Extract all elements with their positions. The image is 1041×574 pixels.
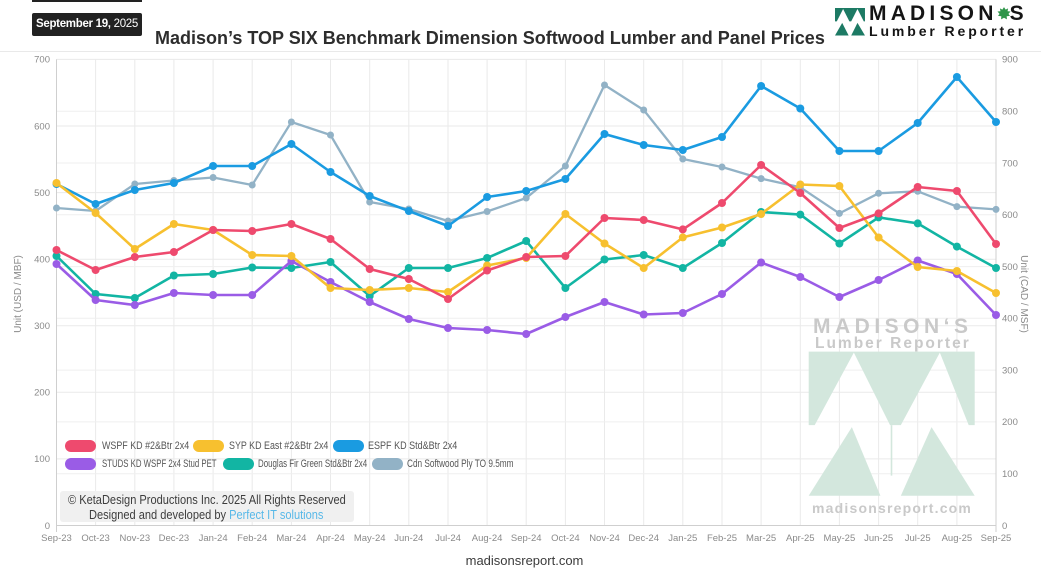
svg-text:Mar-24: Mar-24	[276, 533, 306, 544]
svg-text:Feb-24: Feb-24	[237, 533, 267, 544]
svg-text:Feb-25: Feb-25	[707, 533, 737, 544]
svg-text:700: 700	[1002, 158, 1018, 169]
svg-text:Jul-24: Jul-24	[435, 533, 461, 544]
svg-text:Apr-24: Apr-24	[316, 533, 345, 544]
svg-text:Oct-24: Oct-24	[551, 533, 580, 544]
svg-text:0: 0	[1002, 521, 1007, 532]
svg-text:Jun-25: Jun-25	[864, 533, 893, 544]
svg-text:Aug-24: Aug-24	[472, 533, 503, 544]
svg-text:300: 300	[34, 321, 50, 332]
svg-text:400: 400	[34, 255, 50, 266]
svg-text:Nov-24: Nov-24	[589, 533, 620, 544]
svg-text:400: 400	[1002, 314, 1018, 325]
svg-text:Mar-25: Mar-25	[746, 533, 776, 544]
svg-text:100: 100	[1002, 469, 1018, 480]
svg-text:madisonsreport.com: madisonsreport.com	[812, 500, 972, 516]
svg-text:Jul-25: Jul-25	[905, 533, 931, 544]
svg-text:Unit (CAD / MSF): Unit (CAD / MSF)	[1018, 255, 1029, 333]
svg-text:500: 500	[1002, 262, 1018, 273]
svg-text:Jun-24: Jun-24	[394, 533, 423, 544]
svg-text:Nov-23: Nov-23	[119, 533, 150, 544]
svg-text:Sep-24: Sep-24	[511, 533, 542, 544]
svg-text:Jan-24: Jan-24	[199, 533, 228, 544]
svg-text:0: 0	[45, 521, 50, 532]
svg-text:Aug-25: Aug-25	[942, 533, 973, 544]
svg-text:Lumber Reporter: Lumber Reporter	[815, 335, 971, 352]
svg-text:Dec-23: Dec-23	[159, 533, 190, 544]
svg-text:Jan-25: Jan-25	[668, 533, 697, 544]
svg-text:May-24: May-24	[354, 533, 386, 544]
svg-text:300: 300	[1002, 365, 1018, 376]
svg-text:600: 600	[1002, 210, 1018, 221]
svg-text:600: 600	[34, 121, 50, 132]
svg-text:Sep-25: Sep-25	[981, 533, 1012, 544]
svg-text:MADISON‘S: MADISON‘S	[813, 315, 973, 338]
svg-text:Sep-23: Sep-23	[41, 533, 72, 544]
svg-text:Apr-25: Apr-25	[786, 533, 815, 544]
svg-text:200: 200	[1002, 417, 1018, 428]
svg-text:100: 100	[34, 454, 50, 465]
svg-text:200: 200	[34, 388, 50, 399]
svg-text:800: 800	[1002, 107, 1018, 118]
svg-text:Dec-24: Dec-24	[628, 533, 659, 544]
svg-text:Oct-23: Oct-23	[81, 533, 110, 544]
svg-text:900: 900	[1002, 55, 1018, 66]
svg-text:500: 500	[34, 188, 50, 199]
svg-text:Unit (USD / MBF): Unit (USD / MBF)	[13, 255, 24, 333]
svg-text:700: 700	[34, 55, 50, 66]
svg-text:May-25: May-25	[824, 533, 856, 544]
